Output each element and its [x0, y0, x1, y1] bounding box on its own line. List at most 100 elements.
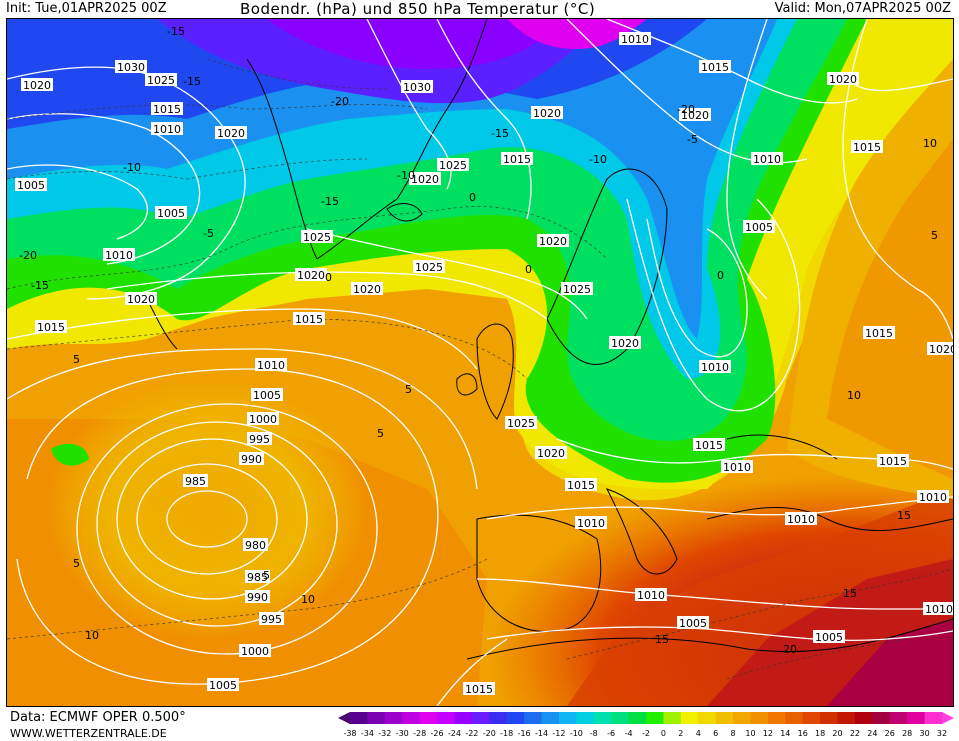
legend-swatch: [524, 712, 543, 724]
isobar-label: 1000: [247, 412, 279, 426]
isobar-label-box: [743, 220, 775, 233]
isobar-label-box: [151, 122, 183, 135]
legend-tick-label: 22: [850, 729, 860, 738]
isobar-label: 1005: [743, 220, 775, 234]
isotherm-label: -20: [677, 103, 695, 116]
isobar-label-box: [255, 358, 287, 371]
isobar-1010-far: [476, 578, 953, 610]
isobar-label-text: 1015: [865, 327, 893, 340]
legend-tick-label: 10: [745, 729, 755, 738]
isobar-label-text: 1005: [253, 389, 281, 402]
temp-field-magenta: [507, 19, 647, 49]
isobar-label-box: [15, 178, 47, 191]
legend-tick-label: -6: [607, 729, 615, 738]
isobar-label-box: [463, 682, 495, 695]
color-legend: -38 -34 -32 -30 -28 -26 -24 -22 -20 -18 -16 -14 -12-…: [338, 712, 954, 738]
isobar-label: 1015: [851, 140, 883, 154]
isotherm-label: 5: [263, 569, 270, 582]
isobar-label-box: [813, 630, 845, 643]
legend-tick-label: -16: [518, 729, 531, 738]
isobar-label-box: [635, 588, 667, 601]
isotherm-label: 15: [897, 509, 911, 522]
isobar-label-box: [295, 268, 327, 281]
low-pressure-core: [47, 379, 367, 639]
isobar-label: 1015: [501, 152, 533, 166]
legend-tick-label: -30: [396, 729, 409, 738]
isobar-label-box: [247, 412, 279, 425]
isobar-label-box: [245, 590, 270, 603]
isobar-label: 1020: [827, 72, 859, 86]
temp-field-east2: [827, 139, 953, 479]
isobar-1020: [106, 271, 548, 320]
isotherm-label: -15: [167, 25, 185, 38]
legend-swatch: [750, 712, 769, 724]
isobar-label-box: [409, 172, 441, 185]
isobar-w-2: [7, 113, 201, 265]
isobar-label-text: 990: [241, 453, 262, 466]
isobar-label-text: 1010: [257, 359, 285, 372]
isobar-label-text: 1025: [415, 261, 443, 274]
legend-tick-label: -34: [361, 729, 374, 738]
legend-tick-label: 2: [678, 729, 683, 738]
isobar-label-text: 995: [249, 433, 270, 446]
isobar-label-box: [923, 602, 953, 615]
isobar-label: 1020: [215, 126, 247, 140]
isobar-label-box: [243, 538, 268, 551]
isobar-label: 1025: [561, 282, 593, 296]
isobar-label-box: [565, 478, 597, 491]
isotherm-label: -20: [19, 249, 37, 262]
isobar-label-box: [917, 490, 949, 503]
isotherm-label: 5: [931, 229, 938, 242]
isobars: [7, 19, 953, 706]
isobar-e-low: [646, 218, 748, 358]
isotherm-m15: [7, 104, 428, 120]
legend-tick-label: 4: [696, 729, 701, 738]
legend-tick-label: -18: [500, 729, 513, 738]
legend-tick-label: -14: [535, 729, 548, 738]
isobar-label: 1025: [145, 73, 177, 87]
chart-title: Bodendr. (hPa) und 850 hPa Temperatur (°…: [240, 0, 596, 18]
isobar-e-low2: [626, 198, 801, 412]
isobar-label: 1025: [437, 158, 469, 172]
isobar-label-text: 1025: [303, 231, 331, 244]
isobar-label: 1015: [293, 312, 325, 326]
legend-swatch: [471, 712, 490, 724]
isotherm-label: 5: [73, 353, 80, 366]
legend-swatch: [576, 712, 595, 724]
isobar-label-box: [827, 72, 859, 85]
isotherm-label: -10: [123, 161, 141, 174]
isobar-label: 1015: [863, 326, 895, 340]
isobar-1015-sw: [436, 638, 508, 706]
legend-low-arrow: [338, 712, 350, 724]
legend-tick-label: 6: [713, 729, 718, 738]
isobar-label: 1010: [255, 358, 287, 372]
isobar-label: 1005: [251, 388, 283, 402]
isobar-label-box: [125, 292, 157, 305]
legend-swatch: [907, 712, 926, 724]
isobar-label: 1005: [207, 678, 239, 692]
coast-balkans-turkey: [706, 506, 953, 532]
isobar-label-box: [619, 32, 651, 45]
isobar-label-text: 1010: [637, 589, 665, 602]
isotherm-m10: [7, 158, 368, 180]
isobar-label-box: [115, 60, 147, 73]
isobar-label-text: 1010: [723, 461, 751, 474]
weather-map: 1030 1025 1020 1015 1010 1020 1005 1005 1010 1020…: [6, 18, 954, 707]
isobar-label-text: 1000: [249, 413, 277, 426]
isobar-label-box: [183, 474, 208, 487]
isobar-label-text: 1025: [439, 159, 467, 172]
isobar-label-box: [863, 326, 895, 339]
isobar-label-box: [21, 78, 53, 91]
legend-swatch: [367, 712, 386, 724]
isobar-label: 1010: [619, 32, 651, 46]
legend-swatch: [924, 712, 943, 724]
legend-tick-label: 16: [798, 729, 808, 738]
isobar-label-box: [785, 512, 817, 525]
isobar-label-box: [293, 312, 325, 325]
legend-tick-label: 28: [902, 729, 912, 738]
legend-swatch: [680, 712, 699, 724]
legend-tick-label: -38: [343, 729, 356, 738]
coast-ireland: [456, 373, 478, 396]
isobar-label-box: [927, 342, 953, 355]
header-bar: Init: Tue,01APR2025 00Z Bodendr. (hPa) u…: [0, 0, 959, 18]
